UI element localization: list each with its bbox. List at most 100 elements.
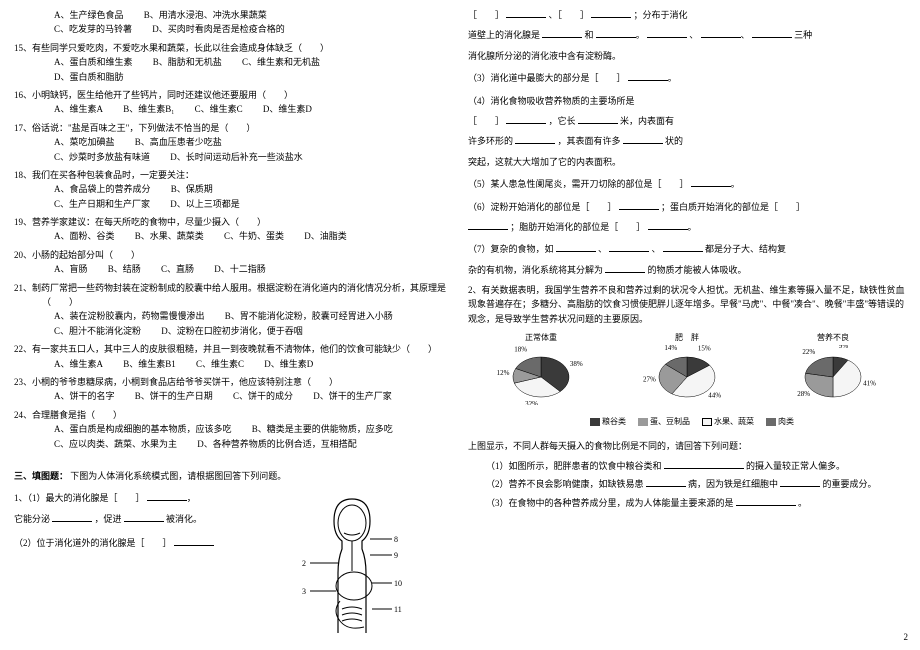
blank	[578, 123, 618, 124]
lg3: 肉类	[778, 417, 794, 426]
blank	[648, 229, 688, 230]
q19-b: B、水果、蔬菜类	[135, 229, 204, 243]
q20-b: B、结肠	[108, 262, 141, 276]
pie-normal: 正常体重 38%32%12%18%	[496, 332, 586, 410]
cont-line3: 消化腺所分泌的消化液中含有淀粉酶。	[468, 49, 906, 63]
rq4: （4）消化食物吸收营养物质的主要场所是	[468, 94, 906, 108]
svg-text:27%: 27%	[643, 376, 656, 384]
rq6-line2: ；脂肪开始消化的部位是［ ］ 。	[468, 220, 906, 234]
fill-q1-b: 它能分泌	[14, 514, 50, 524]
rq3: （3）消化道中最膨大的部分是［ ］ 。	[468, 71, 906, 85]
c1c: ；分布于消化	[634, 10, 688, 20]
label-8: 8	[394, 535, 398, 544]
rq3-text: （3）消化道中最膨大的部分是［ ］	[468, 73, 626, 83]
pie-chart-normal: 38%32%12%18%	[496, 345, 586, 405]
sub1a: （1）如图所示，肥胖患者的饮食中粮谷类和	[486, 461, 662, 471]
rq5-text: （5）某人患急性阑尾炎，需开刀切除的部位是［ ］	[468, 179, 689, 189]
rq4-line2: ［ ］ ，它长 米，内表面有	[468, 114, 906, 128]
q22-c: C、维生素C	[196, 357, 244, 371]
rq7f: 的物质才能被人体吸收。	[648, 265, 747, 275]
left-column: A、生产绿色食品 B、用清水浸泡、冲洗水果蔬菜 C、吃发芽的马铃薯 D、买肉时看…	[6, 8, 460, 642]
sub-q1: （1）如图所示，肥胖患者的饮食中粮谷类和 的摄入量较正常人偏多。	[468, 459, 906, 473]
q15-text: 15、有些同学只爱吃肉，不爱吃水果和蔬菜，长此以往会造成身体缺乏（ ）	[14, 41, 452, 55]
label-11: 11	[394, 605, 402, 614]
pie-title-2: 营养不良	[788, 332, 878, 345]
chart-legend: 粮谷类 蛋、豆制品 水果、蔬菜 肉类	[468, 416, 906, 429]
rq6: （6）淀粉开始消化的部位是［ ］ ；蛋白质开始消化的部位是［ ］	[468, 200, 906, 214]
q19: 19、营养学家建议：在每天所吃的食物中，尽量少摄入（ ） A、面粉、谷类 B、水…	[14, 215, 452, 244]
c1a: ［ ］	[468, 10, 504, 20]
q22-text: 22、有一家共五口人，其中三人的皮肤很粗糙，并且一到夜晚就看不清物体，他们的饮食…	[14, 342, 452, 356]
q17-text: 17、俗话说："盐是百味之王"，下列做法不恰当的是（ ）	[14, 121, 452, 135]
blank	[542, 37, 582, 38]
figure-area: 1、（1）最大的消化腺是［ ］ ， 它能分泌 ，促进 被消化。 （2）位于消化道…	[14, 491, 452, 641]
q22: 22、有一家共五口人，其中三人的皮肤很粗糙，并且一到夜晚就看不清物体，他们的饮食…	[14, 342, 452, 371]
pie-chart-fat: 15%44%27%14%	[642, 345, 732, 405]
svg-text:12%: 12%	[497, 369, 510, 377]
rq7: （7）复杂的食物，如 、 、 都是分子大、结构复	[468, 242, 906, 256]
blank	[506, 17, 546, 18]
svg-text:44%: 44%	[708, 392, 721, 400]
q19-text: 19、营养学家建议：在每天所吃的食物中，尽量少摄入（ ）	[14, 215, 452, 229]
lg1: 蛋、豆制品	[650, 417, 690, 426]
rq7d: 都是分子大、结构复	[705, 244, 786, 254]
q24: 24、合理膳食是指（ ） A、蛋白质是构成细胞的基本物质，应该多吃 B、糖类是主…	[14, 408, 452, 451]
blank	[701, 37, 741, 38]
swatch-grain	[590, 418, 600, 426]
svg-text:38%: 38%	[570, 360, 583, 368]
pie-charts: 正常体重 38%32%12%18% 肥 胖 15%44%27%14% 营养不良 …	[468, 332, 906, 410]
svg-text:41%: 41%	[863, 379, 876, 387]
q20-a: A、盲肠	[54, 262, 88, 276]
pie-fat: 肥 胖 15%44%27%14%	[642, 332, 732, 410]
blank	[556, 251, 596, 252]
lg0: 粮谷类	[602, 417, 626, 426]
sub2a: （2）营养不良会影响健康，如缺铁易患	[486, 479, 644, 489]
blank	[691, 186, 731, 187]
blank	[124, 521, 164, 522]
q22-b: B、维生素B1	[123, 357, 176, 371]
q19-a: A、面粉、谷类	[54, 229, 115, 243]
q21-b: B、胃不能消化淀粉，胶囊可经胃进入小肠	[225, 309, 393, 323]
blank	[752, 37, 792, 38]
blank	[628, 80, 668, 81]
swatch-fruit	[702, 418, 712, 426]
pie-chart-poor: 9%41%28%22%	[788, 345, 878, 405]
sub1b: 的摄入量较正常人偏多。	[746, 461, 845, 471]
label-2: 2	[302, 559, 306, 568]
pie-title-0: 正常体重	[496, 332, 586, 345]
q14-options: A、生产绿色食品 B、用清水浸泡、冲洗水果蔬菜 C、吃发芽的马铃薯 D、买肉时看…	[14, 8, 452, 37]
blank	[147, 500, 187, 501]
blank	[591, 17, 631, 18]
q23-d: D、饼干的生产厂家	[313, 389, 392, 403]
q17: 17、俗话说："盐是百味之王"，下列做法不恰当的是（ ） A、菜吃加碘盐 B、高…	[14, 121, 452, 164]
q24-c: C、应以肉类、蔬菜、水果为主	[54, 437, 177, 451]
blank	[515, 143, 555, 144]
q17-a: A、菜吃加碘盐	[54, 135, 115, 149]
rq7c: 、	[652, 244, 661, 254]
rq6c: ；脂肪开始消化的部位是［ ］	[510, 222, 645, 232]
q15-c: C、维生素和无机盐	[242, 55, 320, 69]
sub3b: 。	[798, 498, 807, 508]
q24-a: A、蛋白质是构成细胞的基本物质，应该多吃	[54, 422, 232, 436]
q21: 21、制药厂常把一些药物封装在淀粉制成的胶囊中给人服用。根据淀粉在消化道内的消化…	[14, 281, 452, 339]
q23-b: B、饼干的生产日期	[135, 389, 213, 403]
rq4f: ，其表面有许多	[558, 136, 621, 146]
rq7e: 杂的有机物，消化系统将其分解为	[468, 265, 603, 275]
rq4e: 许多环形的	[468, 136, 513, 146]
q18-d: D、以上三项都是	[170, 197, 240, 211]
q14-opt-d: D、买肉时看肉是否是检疫合格的	[152, 22, 285, 36]
rq4g: 状的	[665, 136, 683, 146]
rq6b: ；蛋白质开始消化的部位是［ ］	[661, 202, 805, 212]
blank	[623, 143, 663, 144]
rq4d: 米，内表面有	[620, 116, 674, 126]
rq5: （5）某人患急性阑尾炎，需开刀切除的部位是［ ］ 。	[468, 177, 906, 191]
svg-text:14%: 14%	[664, 345, 677, 352]
swatch-bean	[638, 418, 648, 426]
q17-d: D、长时间运动后补充一些淡盐水	[170, 150, 303, 164]
fill-q2: （2）位于消化道外的消化腺是［ ］	[14, 536, 274, 550]
blank	[52, 521, 92, 522]
q23-text: 23、小桐的爷爷患糖尿病，小桐到食品店给爷爷买饼干，他应该特别注意（ ）	[14, 375, 452, 389]
blank	[646, 486, 686, 487]
q21-a: A、装在淀粉胶囊内，药物需慢慢渗出	[54, 309, 205, 323]
q16-b: B、维生素B₁	[123, 102, 174, 116]
